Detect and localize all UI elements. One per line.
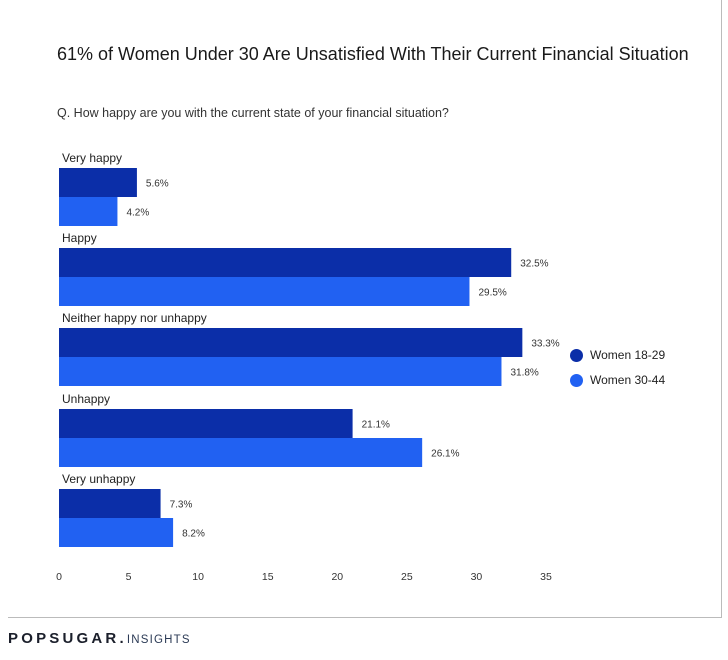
x-tick-label: 5 bbox=[126, 571, 132, 583]
category-label: Happy bbox=[62, 231, 97, 245]
legend-marker-series-2 bbox=[570, 373, 583, 387]
data-label: 32.5% bbox=[520, 259, 548, 270]
legend-label-series-1: Women 18-29 bbox=[590, 348, 666, 362]
data-label: 33.3% bbox=[531, 339, 559, 350]
bar bbox=[59, 168, 137, 197]
data-label: 4.2% bbox=[126, 208, 149, 219]
bar bbox=[59, 328, 523, 357]
bar bbox=[59, 518, 174, 547]
category-label: Very unhappy bbox=[62, 472, 135, 486]
chart-subtitle: Q. How happy are you with the current st… bbox=[57, 106, 449, 120]
brand-sub: INSIGHTS bbox=[126, 634, 191, 646]
legend-marker-series-1 bbox=[570, 348, 583, 362]
legend-label-series-2: Women 30-44 bbox=[590, 373, 666, 387]
bar bbox=[59, 409, 353, 438]
x-tick-label: 35 bbox=[540, 571, 552, 583]
x-tick-label: 25 bbox=[401, 571, 413, 583]
category-label: Neither happy nor unhappy bbox=[62, 311, 207, 325]
data-label: 26.1% bbox=[431, 449, 459, 460]
x-tick-label: 30 bbox=[471, 571, 483, 583]
x-tick-label: 10 bbox=[192, 571, 204, 583]
category-label: Very happy bbox=[62, 151, 122, 165]
data-label: 29.5% bbox=[478, 288, 506, 299]
bar bbox=[59, 277, 470, 306]
brand-logo: POPSUGAR.INSIGHTS bbox=[8, 630, 191, 647]
bar bbox=[59, 438, 423, 467]
data-label: 8.2% bbox=[182, 529, 205, 540]
x-tick-label: 15 bbox=[262, 571, 274, 583]
x-tick-label: 20 bbox=[331, 571, 343, 583]
bar bbox=[59, 248, 512, 277]
bar bbox=[59, 357, 502, 386]
chart-frame bbox=[8, 0, 722, 618]
data-label: 21.1% bbox=[362, 420, 390, 431]
legend-item-series-1: Women 18-29 bbox=[570, 344, 665, 366]
legend-item-series-2: Women 30-44 bbox=[570, 369, 665, 391]
data-label: 31.8% bbox=[510, 368, 538, 379]
bar bbox=[59, 197, 118, 226]
brand-dot: . bbox=[119, 630, 127, 647]
bar bbox=[59, 489, 161, 518]
chart-title: 61% of Women Under 30 Are Unsatisfied Wi… bbox=[57, 44, 689, 64]
category-label: Unhappy bbox=[62, 392, 110, 406]
data-label: 7.3% bbox=[170, 500, 193, 511]
data-label: 5.6% bbox=[146, 179, 169, 190]
x-tick-label: 0 bbox=[56, 571, 62, 583]
legend: Women 18-29 Women 30-44 bbox=[570, 344, 665, 394]
brand-name: POPSUGAR bbox=[8, 630, 120, 647]
